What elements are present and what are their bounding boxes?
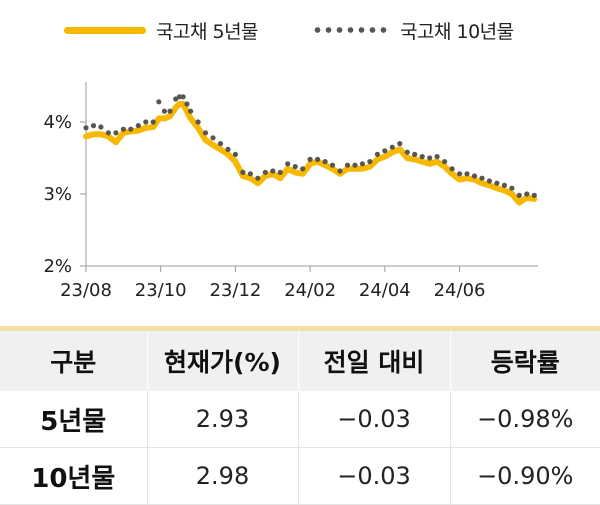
series-point-10y (374, 151, 380, 157)
series-point-10y (90, 123, 97, 129)
series-point-10y (479, 175, 485, 181)
row-price: 2.93 (146, 391, 298, 448)
series-point-10y (188, 108, 194, 114)
series-point-10y (161, 108, 167, 114)
series-point-10y (516, 192, 522, 198)
table-row: 10년물 2.98 −0.03 −0.90% (0, 447, 600, 505)
series-point-10y (344, 162, 351, 168)
legend-item-5y: 국고채 5년물 (64, 16, 259, 44)
series-point-10y (247, 171, 253, 177)
header-rate: 등락률 (449, 331, 600, 391)
row-change: −0.03 (297, 447, 450, 505)
series-point-10y (202, 130, 209, 136)
legend-label-5y: 국고채 5년물 (156, 20, 259, 43)
series-point-10y (156, 99, 162, 105)
y-tick-label: 3% (43, 184, 72, 205)
series-point-10y (285, 161, 291, 167)
series-point-10y (225, 146, 231, 152)
series-point-10y (143, 119, 149, 125)
series-point-10y (315, 156, 321, 162)
row-label: 5년물 (0, 391, 147, 448)
series-point-10y (501, 182, 507, 188)
row-change: −0.03 (297, 391, 450, 448)
series-point-10y (531, 192, 537, 198)
series-point-10y (113, 130, 119, 136)
y-tick-label: 4% (43, 112, 72, 133)
series-point-10y (262, 169, 268, 175)
series-point-10y (255, 175, 261, 181)
legend-swatch-10y (312, 26, 388, 34)
x-tick-label: 23/12 (209, 280, 261, 301)
yield-table: 구분 현재가(%) 전일 대비 등락률 5년물 2.93 −0.03 −0.98… (0, 326, 600, 505)
series-point-10y (389, 144, 395, 150)
series-point-10y (292, 164, 298, 170)
series-point-10y (167, 108, 173, 114)
series-point-10y (412, 151, 418, 157)
series-point-10y (232, 151, 238, 157)
series-point-10y (135, 123, 141, 129)
series-point-10y (524, 191, 530, 197)
series-point-10y (210, 135, 216, 141)
series-point-10y (128, 126, 134, 132)
series-point-10y (382, 148, 388, 154)
series-point-10y (184, 101, 190, 107)
series-point-10y (150, 119, 156, 125)
series-point-10y (457, 171, 463, 177)
x-tick-label: 24/02 (284, 280, 336, 301)
y-tick-label: 2% (43, 256, 72, 277)
series-point-10y (509, 185, 515, 191)
x-tick-label: 24/04 (359, 280, 411, 301)
row-rate: −0.90% (449, 447, 600, 505)
series-point-10y (195, 119, 201, 125)
series-point-10y (217, 141, 224, 147)
series-point-10y (486, 178, 492, 184)
series-point-10y (307, 156, 313, 162)
row-price: 2.98 (146, 447, 298, 505)
line-chart: 2% 3% 4% 23/08 23/10 23/12 24/02 24/04 24/06 (43, 82, 538, 301)
series-point-10y (176, 94, 182, 100)
series-line-5y (83, 101, 538, 206)
series-point-10y (240, 169, 246, 175)
header-change: 전일 대비 (297, 331, 450, 391)
series-point-10y (359, 161, 365, 167)
series-point-10y (83, 125, 89, 131)
series-point-10y (270, 168, 276, 174)
series-point-10y (427, 155, 433, 161)
series-point-10y (120, 126, 126, 132)
x-tick-label: 23/10 (135, 280, 187, 301)
series-point-10y (471, 173, 478, 179)
series-point-10y (419, 154, 425, 160)
legend-swatch-5y (64, 26, 146, 34)
series-point-10y (449, 166, 455, 172)
table-row: 5년물 2.93 −0.03 −0.98% (0, 391, 600, 448)
series-point-10y (442, 159, 448, 165)
series-point-10y (180, 94, 186, 100)
series-point-10y (404, 149, 410, 155)
table-top-rule (0, 326, 600, 331)
series-point-10y (352, 162, 358, 168)
series-point-10y (494, 180, 500, 186)
series-point-10y (322, 159, 328, 165)
series-point-10y (98, 124, 104, 130)
row-label: 10년물 (0, 447, 147, 505)
header-category: 구분 (0, 331, 147, 391)
series-point-10y (434, 154, 440, 160)
series-point-10y (329, 162, 336, 168)
legend-label-10y: 국고채 10년물 (400, 20, 514, 43)
header-price: 현재가(%) (146, 331, 298, 391)
series-point-10y (337, 168, 343, 174)
x-tick-label: 23/08 (60, 280, 112, 301)
table-header-row: 구분 현재가(%) 전일 대비 등락률 (0, 331, 600, 391)
row-rate: −0.98% (449, 391, 600, 448)
series-point-10y (277, 169, 283, 175)
legend-item-10y: 국고채 10년물 (312, 16, 514, 44)
series-point-10y (300, 166, 306, 172)
x-tick-label: 24/06 (434, 280, 486, 301)
series-point-10y (105, 130, 111, 136)
series-point-10y (397, 141, 403, 147)
series-point-10y (464, 171, 470, 177)
chart-legend: 국고채 5년물 국고채 10년물 (0, 0, 600, 64)
series-point-10y (367, 159, 373, 165)
